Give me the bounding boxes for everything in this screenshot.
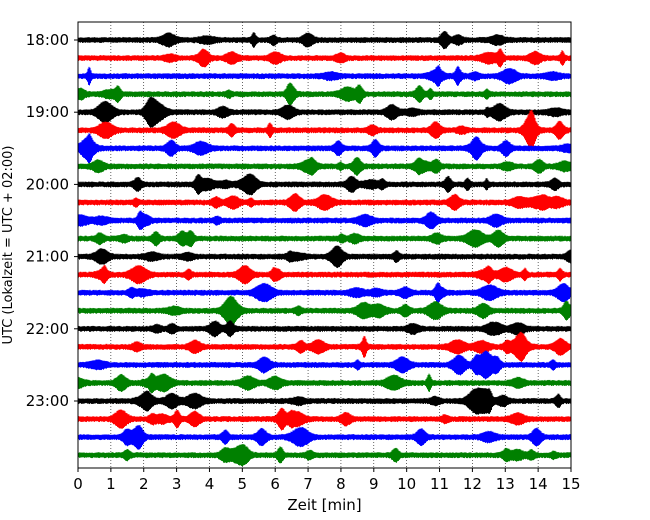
- y-tick-label: 18:00: [26, 31, 69, 49]
- seismogram-trace: [77, 30, 572, 50]
- seismogram-trace: [77, 133, 572, 164]
- x-tick-label: 5: [238, 475, 248, 493]
- seismogram-trace: [77, 156, 572, 176]
- seismogram-trace: [77, 350, 572, 380]
- x-tick-label: 1: [106, 475, 116, 493]
- seismogram-trace: [77, 173, 572, 196]
- y-tick-label: 23:00: [26, 392, 69, 410]
- y-tick-label: 20:00: [26, 175, 69, 193]
- seismogram-trace: [77, 65, 572, 87]
- seismogram-trace: [77, 282, 572, 304]
- seismogram-trace: [77, 192, 572, 212]
- x-tick-label: 9: [369, 475, 379, 493]
- plot-frame: [77, 21, 572, 469]
- x-tick-label: 6: [270, 475, 280, 493]
- seismogram-trace: [77, 372, 572, 394]
- x-tick-label: 0: [73, 475, 83, 493]
- y-tick-label: 22:00: [26, 320, 69, 338]
- x-tick-label: 2: [139, 475, 149, 493]
- seismogram-trace: [77, 48, 572, 68]
- seismogram-trace: [77, 331, 572, 362]
- trace-layer: [77, 30, 572, 467]
- x-tick-label: 14: [529, 475, 548, 493]
- y-axis-label: UTC (Lokalzeit = UTC + 02:00): [1, 146, 16, 345]
- seismogram-trace: [77, 210, 572, 230]
- x-tick-label: 8: [336, 475, 346, 493]
- y-tick-label: 21:00: [26, 248, 69, 266]
- seismogram-trace: [77, 387, 572, 415]
- y-tick-label: 19:00: [26, 103, 69, 121]
- seismogram-trace: [77, 109, 572, 151]
- seismogram-trace: [77, 229, 572, 248]
- seismogram-trace: [77, 320, 572, 338]
- y-ticks: 18:00 19:00 20:00 21:00 22:00 23:00: [26, 31, 78, 410]
- x-tick-label: 3: [172, 475, 182, 493]
- seismogram-trace: [77, 264, 572, 285]
- seismogram-trace: [77, 245, 572, 269]
- x-tick-label: 7: [303, 475, 313, 493]
- seismogram-trace: [77, 407, 572, 431]
- seismogram-trace: [77, 295, 572, 326]
- x-tick-label: 12: [463, 475, 482, 493]
- seismogram-trace: [77, 82, 572, 106]
- x-ticks: 0 1 2 3 4 5 6 7 8 9 10 11 12 13 14 15: [73, 468, 581, 493]
- x-tick-label: 13: [496, 475, 515, 493]
- seismogram-trace: [77, 96, 572, 128]
- x-axis-label: Zeit [min]: [287, 496, 361, 514]
- x-tick-label: 4: [205, 475, 215, 493]
- x-tick-label: 11: [430, 475, 449, 493]
- x-tick-label: 10: [397, 475, 416, 493]
- x-tick-label: 15: [561, 475, 580, 493]
- seismogram-trace: [77, 424, 572, 450]
- seismogram-trace: [77, 444, 572, 467]
